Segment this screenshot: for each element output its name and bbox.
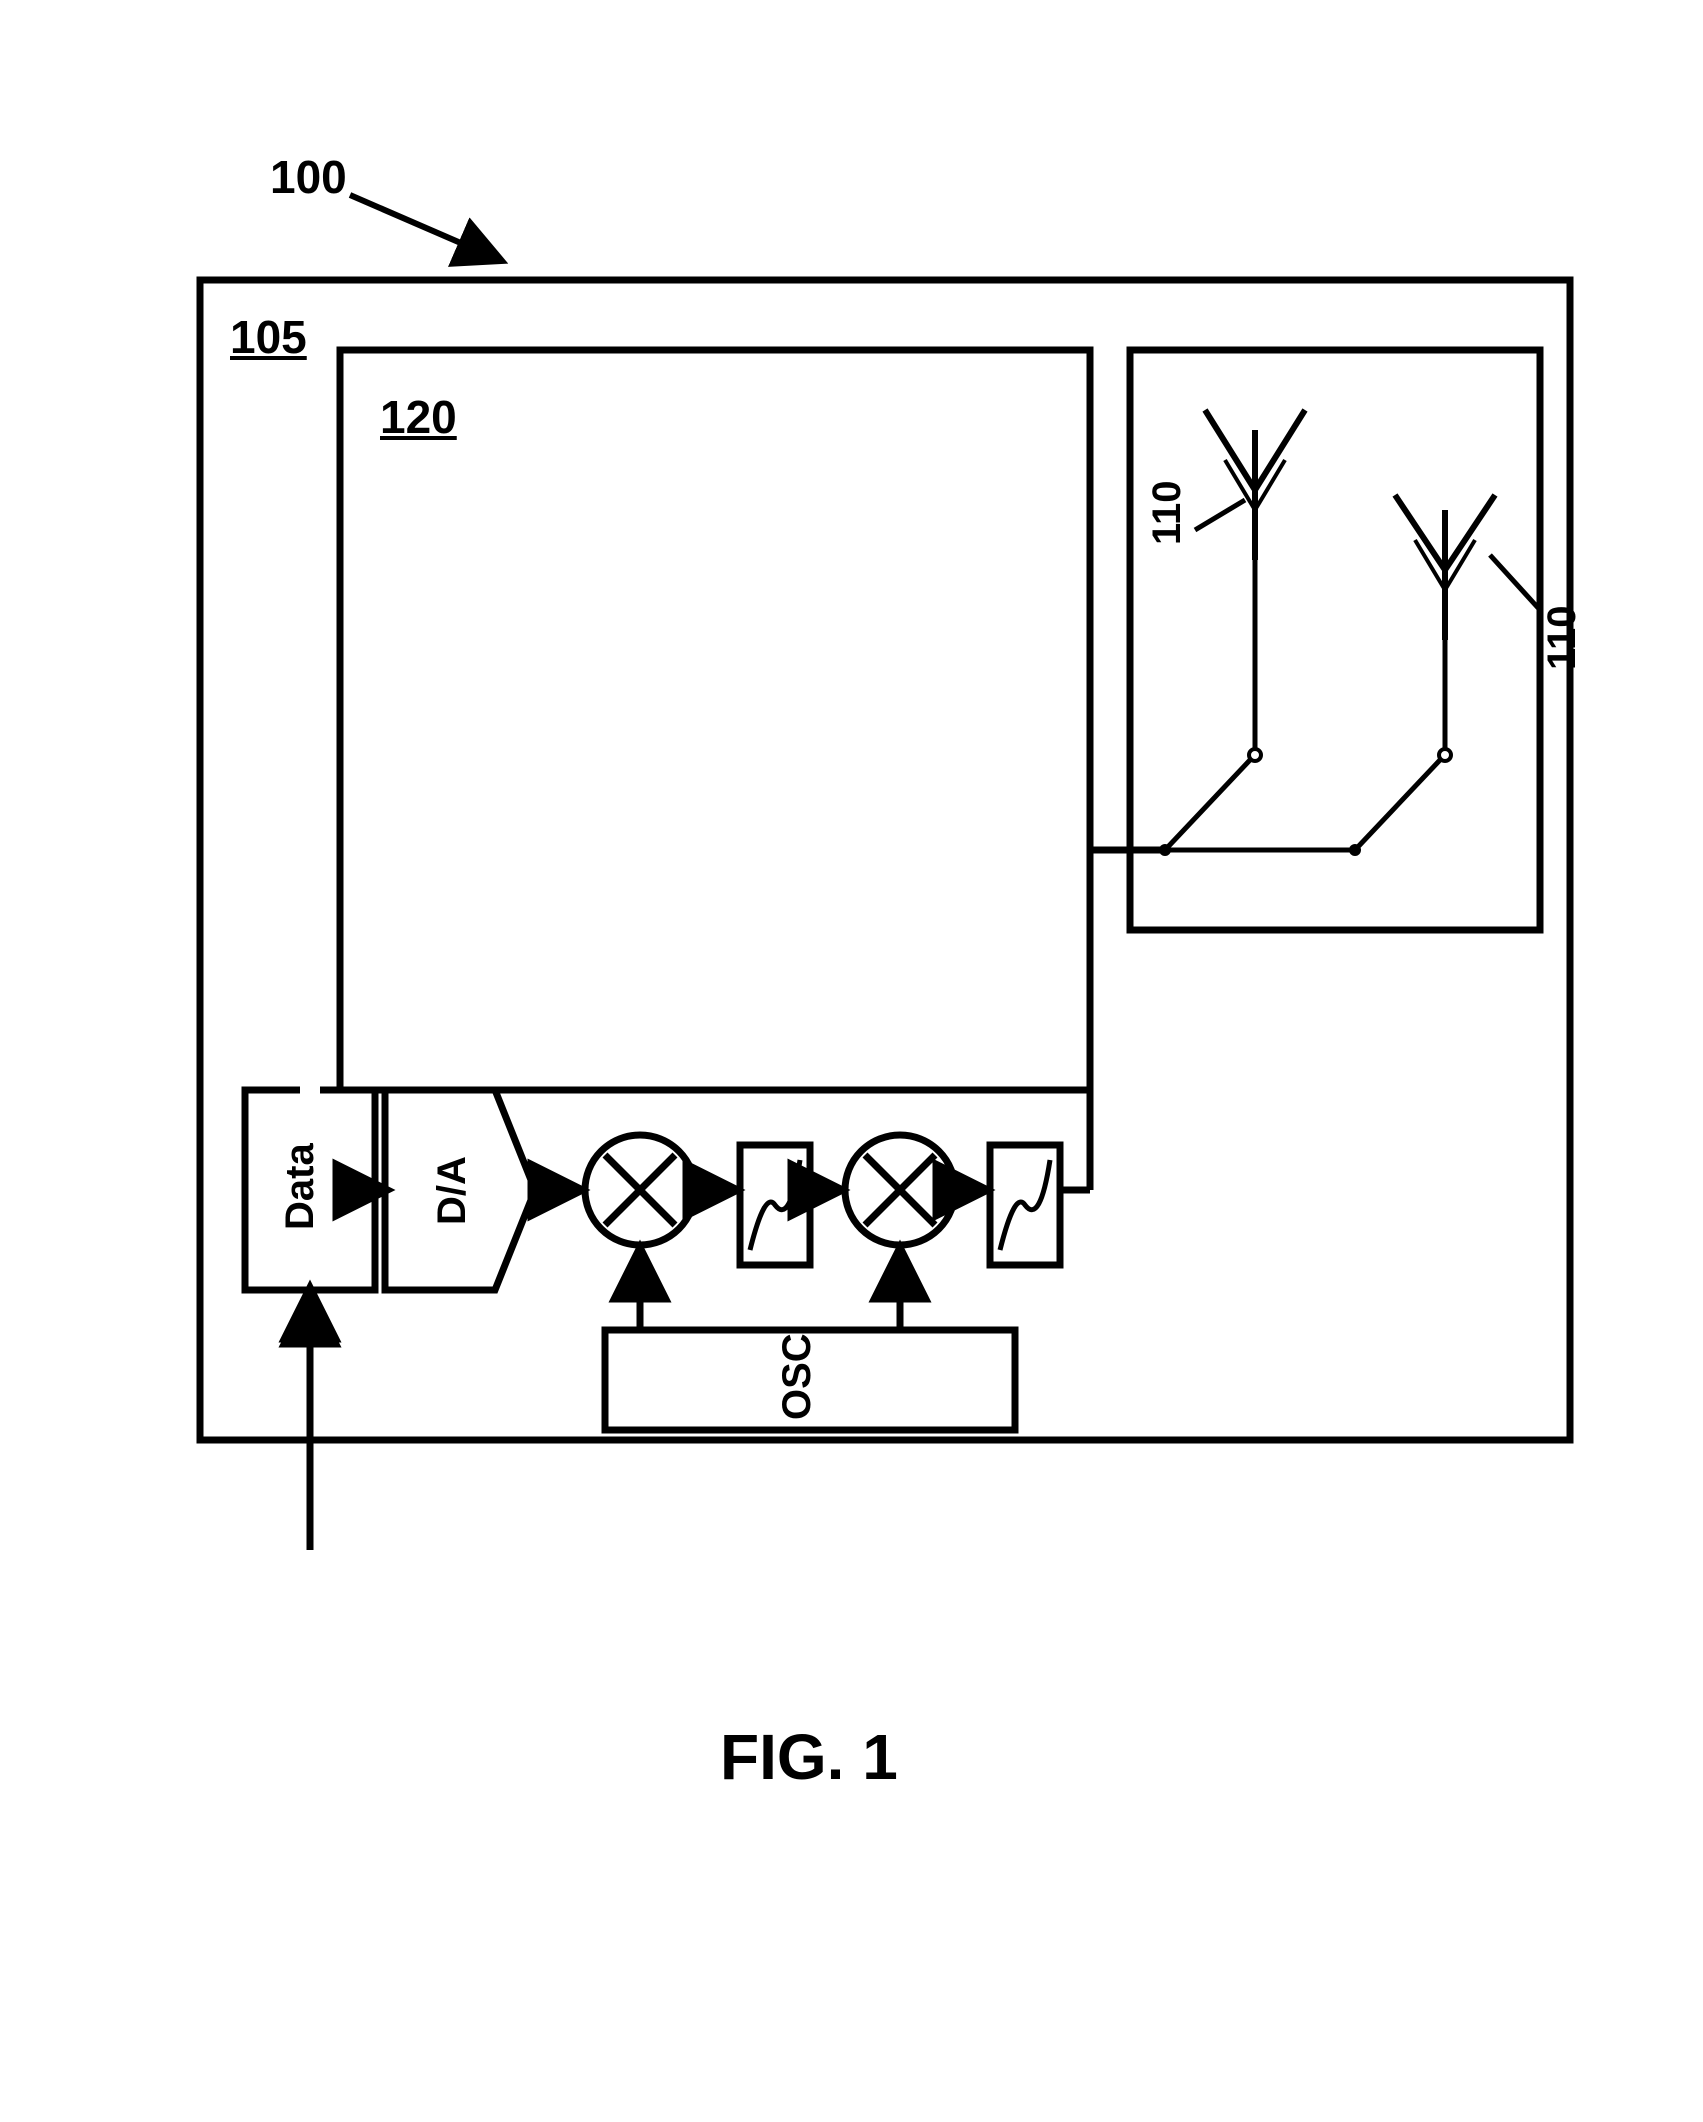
label-osc-block: OSC <box>775 1333 820 1420</box>
filter2 <box>990 1145 1060 1265</box>
antenna-box <box>1130 350 1540 930</box>
mixer2 <box>845 1135 955 1245</box>
figure-caption: FIG. 1 <box>720 1720 898 1794</box>
label-antenna-left: 110 <box>1145 480 1190 545</box>
label-tx-chain: 120 <box>380 390 457 444</box>
label-data-block: Data <box>278 1143 323 1230</box>
tx-chain-box <box>340 350 1090 1090</box>
outer-box <box>200 280 1570 1440</box>
label-system: 100 <box>270 150 347 204</box>
mixer1 <box>585 1135 695 1245</box>
antenna-left <box>1205 410 1305 560</box>
antenna-switch <box>1159 560 1451 856</box>
system-pointer <box>350 195 500 260</box>
filter1 <box>740 1145 810 1265</box>
label-outer-box: 105 <box>230 310 307 364</box>
label-antenna-right: 110 <box>1540 605 1585 670</box>
antenna-right <box>1395 495 1495 640</box>
figure-canvas: 100 105 120 110 110 Data D/A OSC FIG. 1 <box>0 0 1703 2122</box>
leader-ant-right <box>1490 555 1540 610</box>
leader-ant-left <box>1195 500 1245 530</box>
label-dac-block: D/A <box>430 1156 475 1225</box>
